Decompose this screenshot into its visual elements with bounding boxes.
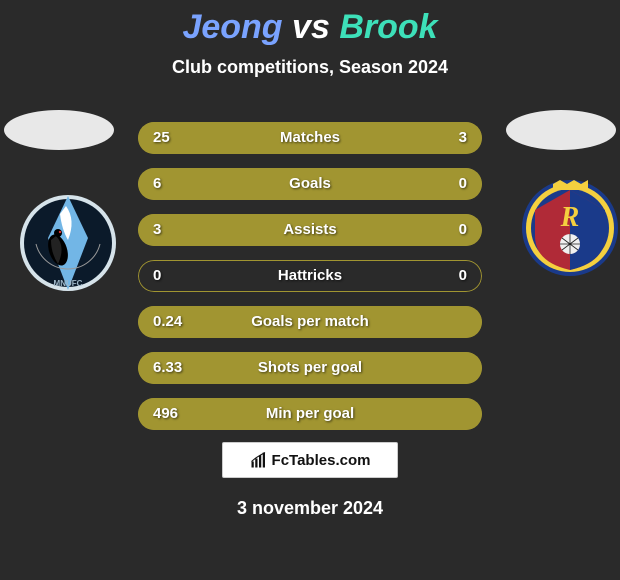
left-side-panel: MNUFC	[0, 100, 120, 440]
player2-photo-placeholder	[506, 110, 616, 150]
bar-label: Goals per match	[138, 306, 482, 338]
subtitle: Club competitions, Season 2024	[0, 57, 620, 78]
bar-label: Min per goal	[138, 398, 482, 430]
right-side-panel: R	[500, 100, 620, 440]
stat-row-goals: 60Goals	[138, 168, 482, 200]
stat-bars: 253Matches 60Goals 30Assists 00Hattricks 0.2…	[138, 122, 482, 444]
stat-row-goals-per-match: 0.24Goals per match	[138, 306, 482, 338]
bar-label: Goals	[138, 168, 482, 200]
minnesota-united-badge: MNUFC	[18, 178, 118, 308]
stat-row-shots-per-goal: 6.33Shots per goal	[138, 352, 482, 384]
chart-icon	[250, 451, 268, 469]
player2-name: Brook	[339, 8, 437, 46]
real-salt-lake-badge: R	[520, 178, 620, 308]
stat-row-assists: 30Assists	[138, 214, 482, 246]
svg-text:MNUFC: MNUFC	[54, 279, 83, 288]
stat-row-hattricks: 00Hattricks	[138, 260, 482, 292]
stat-row-min-per-goal: 496Min per goal	[138, 398, 482, 430]
bar-label: Shots per goal	[138, 352, 482, 384]
bar-label: Matches	[138, 122, 482, 154]
bar-label: Hattricks	[138, 260, 482, 292]
player1-photo-placeholder	[4, 110, 114, 150]
watermark-text: FcTables.com	[272, 452, 371, 469]
stat-row-matches: 253Matches	[138, 122, 482, 154]
bar-label: Assists	[138, 214, 482, 246]
vs-text: vs	[292, 8, 330, 46]
svg-text:R: R	[560, 202, 580, 233]
watermark: FcTables.com	[222, 442, 398, 478]
date-text: 3 november 2024	[0, 498, 620, 519]
comparison-title: Jeong vs Brook	[0, 0, 620, 47]
player1-name: Jeong	[182, 8, 282, 46]
